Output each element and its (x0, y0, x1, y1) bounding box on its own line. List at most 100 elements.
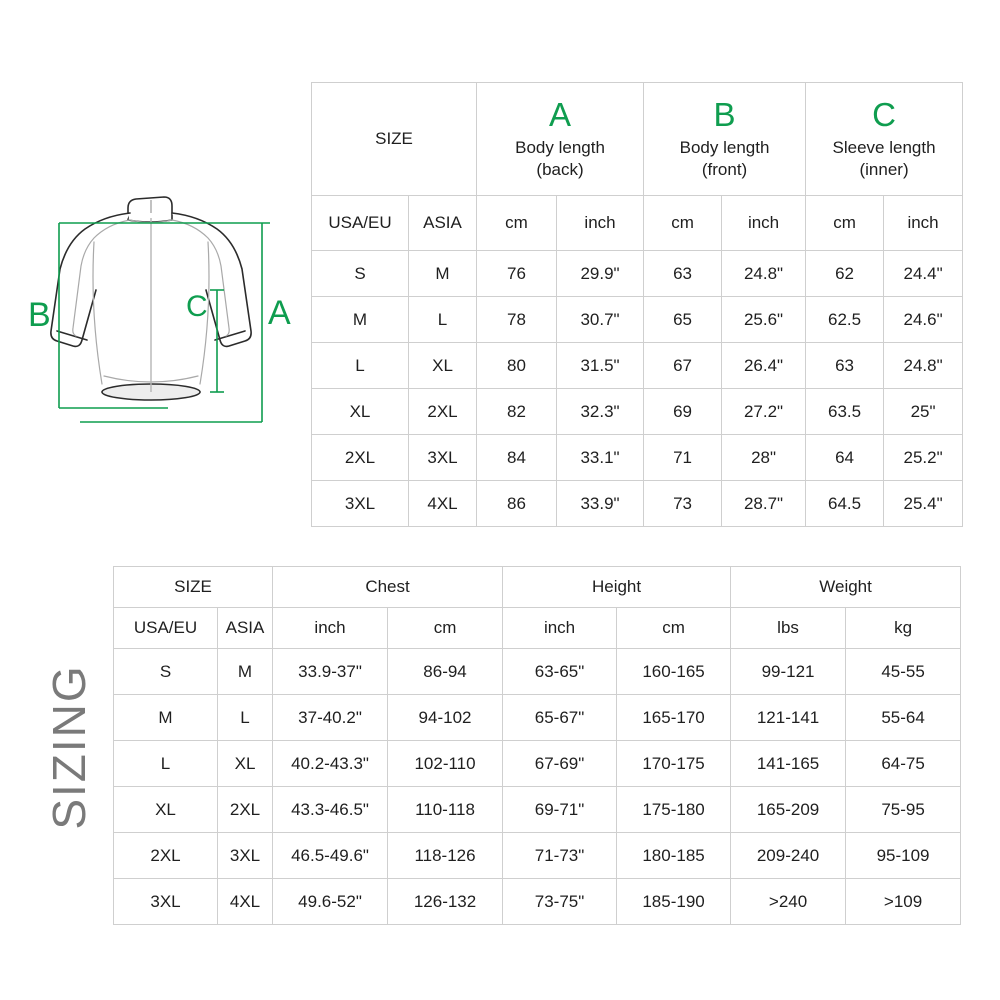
measure-cell-usa-eu: L (311, 342, 409, 389)
size-group-header: SIZE (310, 82, 478, 196)
fit-cell-height-inch: 69-71" (502, 786, 618, 833)
measure-cell-asia: 3XL (407, 434, 478, 481)
sizing-section-label: SIZING (43, 664, 95, 830)
fit-cell-usa-eu: 3XL (113, 878, 218, 925)
measure-cell-asia: 4XL (407, 480, 478, 527)
group-sub-b: (front) (701, 159, 748, 179)
group-header-b: B Body length (front) (643, 82, 807, 196)
measure-cell-usa-eu: 3XL (311, 480, 409, 527)
fit-cell-chest-cm: 118-126 (387, 832, 504, 879)
fit-cell-chest-cm: 94-102 (387, 694, 504, 741)
group-name-c: Sleeve length (832, 137, 936, 157)
fit-cell-height-cm: 170-175 (616, 740, 732, 787)
fit-cell-asia: 3XL (216, 832, 274, 879)
table-row: XL 2XL 82 32.3" 69 27.2" 63.5 25" (311, 388, 964, 435)
measure-cell-asia: M (407, 250, 478, 297)
measure-cell-usa-eu: S (311, 250, 409, 297)
column-header-usa-eu: USA/EU (311, 195, 409, 251)
measure-cell-b-cm: 63 (643, 250, 723, 297)
table-row: M L 78 30.7" 65 25.6" 62.5 24.6" (311, 296, 964, 343)
fit-cell-chest-cm: 86-94 (387, 648, 504, 695)
table-row: 3XL 4XL 49.6-52" 126-132 73-75" 185-190 >240 >1… (113, 878, 962, 925)
measure-cell-b-inch: 26.4" (721, 342, 807, 389)
column-header-a-cm: cm (476, 195, 558, 251)
fit-cell-height-cm: 185-190 (616, 878, 732, 925)
fit-cell-height-inch: 63-65" (502, 648, 618, 695)
fit-cell-weight-kg: >109 (845, 878, 962, 925)
measure-cell-a-inch: 31.5" (556, 342, 645, 389)
fit-cell-height-inch: 73-75" (502, 878, 618, 925)
measure-cell-c-inch: 25.2" (883, 434, 964, 481)
measure-cell-c-inch: 24.4" (883, 250, 964, 297)
fit-cell-chest-inch: 40.2-43.3" (272, 740, 389, 787)
column-header-b-inch: inch (721, 195, 807, 251)
fit-cell-chest-inch: 33.9-37" (272, 648, 389, 695)
body-fit-table: SIZE Chest Height Weight USA/EU ASIA inc… (112, 566, 962, 925)
column-header-c-cm: cm (805, 195, 885, 251)
column-header-b-cm: cm (643, 195, 723, 251)
fit-column-header-chest-cm: cm (387, 607, 504, 649)
fit-cell-usa-eu: 2XL (113, 832, 218, 879)
size-group-label: SIZE (375, 129, 413, 148)
column-header-c-inch: inch (883, 195, 964, 251)
measure-cell-a-cm: 80 (476, 342, 558, 389)
measure-cell-c-cm: 62.5 (805, 296, 885, 343)
fit-cell-weight-kg: 64-75 (845, 740, 962, 787)
measure-cell-b-inch: 24.8" (721, 250, 807, 297)
measure-cell-usa-eu: XL (311, 388, 409, 435)
fit-cell-weight-kg: 95-109 (845, 832, 962, 879)
measure-cell-b-inch: 28.7" (721, 480, 807, 527)
fit-cell-height-inch: 65-67" (502, 694, 618, 741)
fit-column-header-usa-eu: USA/EU (113, 607, 218, 649)
fit-cell-asia: 2XL (216, 786, 274, 833)
group-letter-c: C (872, 95, 896, 133)
fit-column-header-height-cm: cm (616, 607, 732, 649)
fit-cell-height-cm: 180-185 (616, 832, 732, 879)
fit-cell-chest-inch: 46.5-49.6" (272, 832, 389, 879)
fit-cell-chest-cm: 126-132 (387, 878, 504, 925)
fit-cell-height-cm: 165-170 (616, 694, 732, 741)
group-sub-a: (back) (536, 159, 584, 179)
measure-cell-a-cm: 76 (476, 250, 558, 297)
fit-cell-weight-lbs: 121-141 (730, 694, 847, 741)
table-row: S M 33.9-37" 86-94 63-65" 160-165 99-121 45-55 (113, 648, 962, 695)
measure-cell-a-inch: 30.7" (556, 296, 645, 343)
fit-cell-height-cm: 160-165 (616, 648, 732, 695)
fit-column-header-height-inch: inch (502, 607, 618, 649)
measure-cell-a-cm: 82 (476, 388, 558, 435)
fit-column-header-weight-kg: kg (845, 607, 962, 649)
table-row: S M 76 29.9" 63 24.8" 62 24.4" (311, 250, 964, 297)
measure-cell-b-inch: 25.6" (721, 296, 807, 343)
measure-cell-c-inch: 25" (883, 388, 964, 435)
measure-cell-a-inch: 29.9" (556, 250, 645, 297)
measure-cell-b-cm: 71 (643, 434, 723, 481)
measure-cell-usa-eu: 2XL (311, 434, 409, 481)
fit-cell-chest-inch: 43.3-46.5" (272, 786, 389, 833)
fit-cell-chest-cm: 110-118 (387, 786, 504, 833)
group-letter-b: B (713, 95, 736, 133)
measure-cell-b-inch: 27.2" (721, 388, 807, 435)
table-header-unit-row: USA/EU ASIA cm inch cm inch cm inch (311, 195, 964, 251)
fit-cell-height-cm: 175-180 (616, 786, 732, 833)
measure-cell-b-inch: 28" (721, 434, 807, 481)
fit-size-group-header: SIZE (112, 566, 274, 608)
fit-cell-usa-eu: S (113, 648, 218, 695)
fit-cell-height-inch: 71-73" (502, 832, 618, 879)
measure-cell-c-inch: 25.4" (883, 480, 964, 527)
measure-cell-a-inch: 33.1" (556, 434, 645, 481)
measure-cell-a-cm: 86 (476, 480, 558, 527)
fit-cell-weight-kg: 75-95 (845, 786, 962, 833)
diagram-marker-c: C (186, 290, 208, 323)
measure-cell-c-cm: 64.5 (805, 480, 885, 527)
fit-cell-usa-eu: XL (113, 786, 218, 833)
fit-cell-chest-inch: 49.6-52" (272, 878, 389, 925)
fit-column-header-weight-lbs: lbs (730, 607, 847, 649)
table-row: XL 2XL 43.3-46.5" 110-118 69-71" 175-180 165-2… (113, 786, 962, 833)
fit-cell-weight-kg: 55-64 (845, 694, 962, 741)
table-header-group-row: SIZE A Body length (back) B Body length … (310, 82, 964, 196)
measure-cell-usa-eu: M (311, 296, 409, 343)
measure-cell-a-cm: 84 (476, 434, 558, 481)
fit-header-unit-row: USA/EU ASIA inch cm inch cm lbs kg (113, 607, 962, 649)
fit-cell-chest-inch: 37-40.2" (272, 694, 389, 741)
measure-cell-c-cm: 63.5 (805, 388, 885, 435)
